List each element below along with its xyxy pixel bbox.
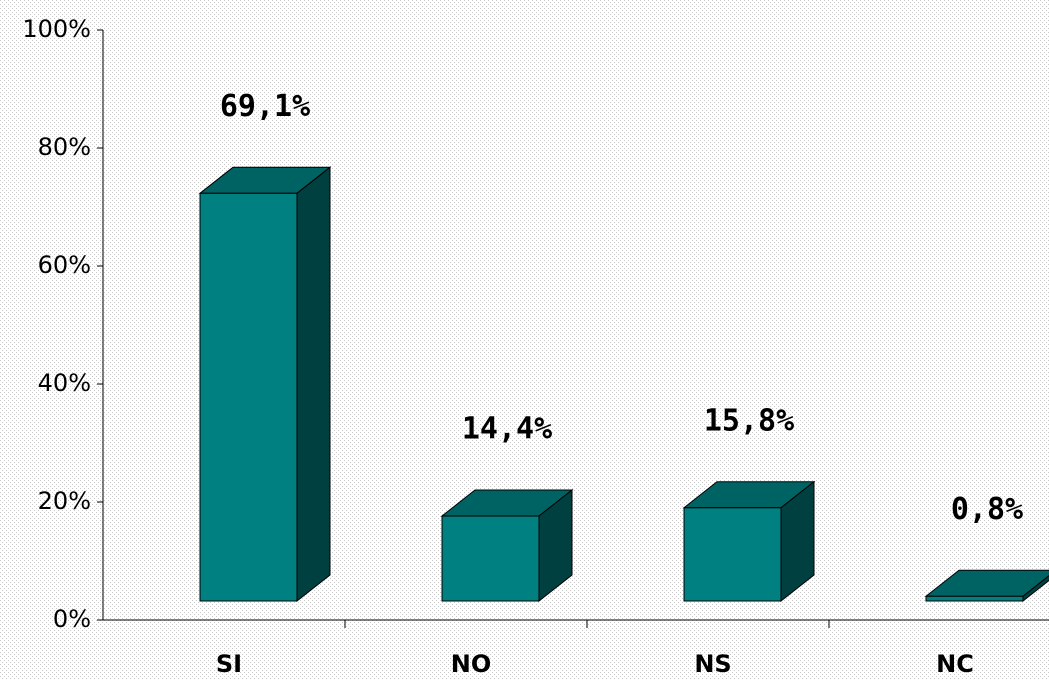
y-tick-label: 0% bbox=[53, 605, 91, 633]
value-label: 0,8% bbox=[951, 492, 1023, 527]
x-tick-label: NC bbox=[936, 650, 974, 678]
bar-side bbox=[296, 166, 331, 603]
y-tick-label: 100% bbox=[22, 15, 91, 43]
x-tick-label: NS bbox=[694, 650, 731, 678]
bar bbox=[441, 515, 540, 602]
bar bbox=[925, 595, 1024, 602]
y-tick-label: 60% bbox=[38, 251, 91, 279]
value-label: 14,4% bbox=[462, 412, 552, 447]
y-tick-label: 40% bbox=[38, 369, 91, 397]
bar bbox=[683, 507, 782, 602]
x-tick-label: NO bbox=[451, 650, 492, 678]
x-tick-label: SI bbox=[216, 650, 242, 678]
y-tick-label: 20% bbox=[38, 487, 91, 515]
value-label: 15,8% bbox=[704, 403, 794, 438]
y-tick-label: 80% bbox=[38, 133, 91, 161]
value-label: 69,1% bbox=[220, 89, 310, 124]
bar bbox=[199, 192, 298, 602]
